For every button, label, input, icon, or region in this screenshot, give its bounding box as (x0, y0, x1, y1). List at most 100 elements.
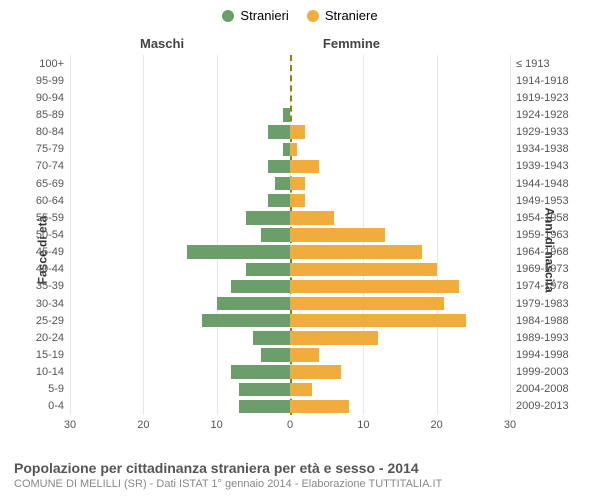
birth-label: 1914-1918 (510, 75, 569, 87)
age-label: 0-4 (48, 400, 70, 412)
bar-male (253, 331, 290, 344)
male-swatch (222, 10, 234, 22)
age-label: 60-64 (36, 195, 70, 207)
birth-label: 1944-1948 (510, 178, 569, 190)
birth-label: 2004-2008 (510, 383, 569, 395)
age-label: 40-44 (36, 263, 70, 275)
age-row: 55-591954-1958 (70, 209, 510, 226)
bar-male (202, 314, 290, 327)
birth-label: 1974-1978 (510, 280, 569, 292)
age-label: 70-74 (36, 160, 70, 172)
age-row: 40-441969-1973 (70, 261, 510, 278)
chart-title: Popolazione per cittadinanza straniera p… (14, 460, 586, 476)
bar-female (290, 194, 305, 207)
age-label: 15-19 (36, 349, 70, 361)
birth-label: 1969-1973 (510, 263, 569, 275)
birth-label: 1924-1928 (510, 109, 569, 121)
footer: Popolazione per cittadinanza straniera p… (14, 460, 586, 490)
bar-female (290, 280, 459, 293)
header-females: Femmine (323, 36, 380, 51)
x-tick: 10 (211, 415, 223, 431)
birth-label: 1959-1963 (510, 229, 569, 241)
bar-female (290, 160, 319, 173)
age-row: 75-791934-1938 (70, 141, 510, 158)
age-label: 95-99 (36, 75, 70, 87)
plot-area: 3020100102030100+≤ 191395-991914-191890-… (70, 55, 510, 415)
age-row: 15-191994-1998 (70, 346, 510, 363)
age-label: 20-24 (36, 332, 70, 344)
bar-male (268, 194, 290, 207)
birth-label: 2009-2013 (510, 400, 569, 412)
legend-male-label: Stranieri (240, 8, 288, 23)
bar-male (283, 108, 290, 121)
x-tick: 10 (357, 415, 369, 431)
age-row: 35-391974-1978 (70, 278, 510, 295)
age-label: 35-39 (36, 280, 70, 292)
birth-label: 1934-1938 (510, 143, 569, 155)
birth-label: 1989-1993 (510, 332, 569, 344)
age-row: 20-241989-1993 (70, 329, 510, 346)
bar-female (290, 245, 422, 258)
bar-female (290, 348, 319, 361)
age-row: 30-341979-1983 (70, 295, 510, 312)
birth-label: 1919-1923 (510, 92, 569, 104)
age-label: 65-69 (36, 178, 70, 190)
bar-male (217, 297, 290, 310)
header-males: Maschi (140, 36, 184, 51)
bar-male (261, 348, 290, 361)
chart-subtitle: COMUNE DI MELILLI (SR) - Dati ISTAT 1° g… (14, 478, 586, 490)
bar-male (231, 280, 290, 293)
bar-male (246, 263, 290, 276)
age-row: 25-291984-1988 (70, 312, 510, 329)
bar-male (187, 245, 290, 258)
x-tick: 30 (504, 415, 516, 431)
age-label: 80-84 (36, 126, 70, 138)
birth-label: 1929-1933 (510, 126, 569, 138)
age-row: 70-741939-1943 (70, 158, 510, 175)
legend: Stranieri Straniere (0, 8, 600, 23)
bar-female (290, 263, 437, 276)
bar-female (290, 228, 385, 241)
age-label: 5-9 (48, 383, 70, 395)
age-row: 100+≤ 1913 (70, 55, 510, 72)
bar-female (290, 314, 466, 327)
pyramid-chart: 3020100102030100+≤ 191395-991914-191890-… (70, 55, 510, 415)
bar-male (239, 400, 290, 413)
age-row: 50-541959-1963 (70, 226, 510, 243)
chart-container: Stranieri Straniere Maschi Femmine Fasce… (0, 0, 600, 500)
age-row: 95-991914-1918 (70, 72, 510, 89)
bar-male (246, 211, 290, 224)
bar-male (268, 160, 290, 173)
legend-female-label: Straniere (325, 8, 378, 23)
bar-female (290, 211, 334, 224)
age-row: 45-491964-1968 (70, 244, 510, 261)
bar-male (275, 177, 290, 190)
legend-female: Straniere (307, 8, 378, 23)
bar-male (283, 143, 290, 156)
birth-label: 1939-1943 (510, 160, 569, 172)
age-row: 90-941919-1923 (70, 89, 510, 106)
age-label: 10-14 (36, 366, 70, 378)
birth-label: 1994-1998 (510, 349, 569, 361)
age-row: 60-641949-1953 (70, 192, 510, 209)
x-tick: 20 (431, 415, 443, 431)
age-label: 55-59 (36, 212, 70, 224)
bar-male (268, 125, 290, 138)
birth-label: 1949-1953 (510, 195, 569, 207)
legend-male: Stranieri (222, 8, 288, 23)
bar-male (231, 365, 290, 378)
bar-female (290, 331, 378, 344)
bar-female (290, 365, 341, 378)
birth-label: 1979-1983 (510, 298, 569, 310)
age-label: 25-29 (36, 315, 70, 327)
bar-female (290, 297, 444, 310)
x-tick: 0 (287, 415, 293, 431)
x-tick: 20 (137, 415, 149, 431)
age-row: 0-42009-2013 (70, 398, 510, 415)
bar-female (290, 400, 349, 413)
age-label: 75-79 (36, 143, 70, 155)
age-label: 30-34 (36, 298, 70, 310)
birth-label: 1954-1958 (510, 212, 569, 224)
age-row: 65-691944-1948 (70, 175, 510, 192)
age-label: 100+ (39, 58, 70, 70)
